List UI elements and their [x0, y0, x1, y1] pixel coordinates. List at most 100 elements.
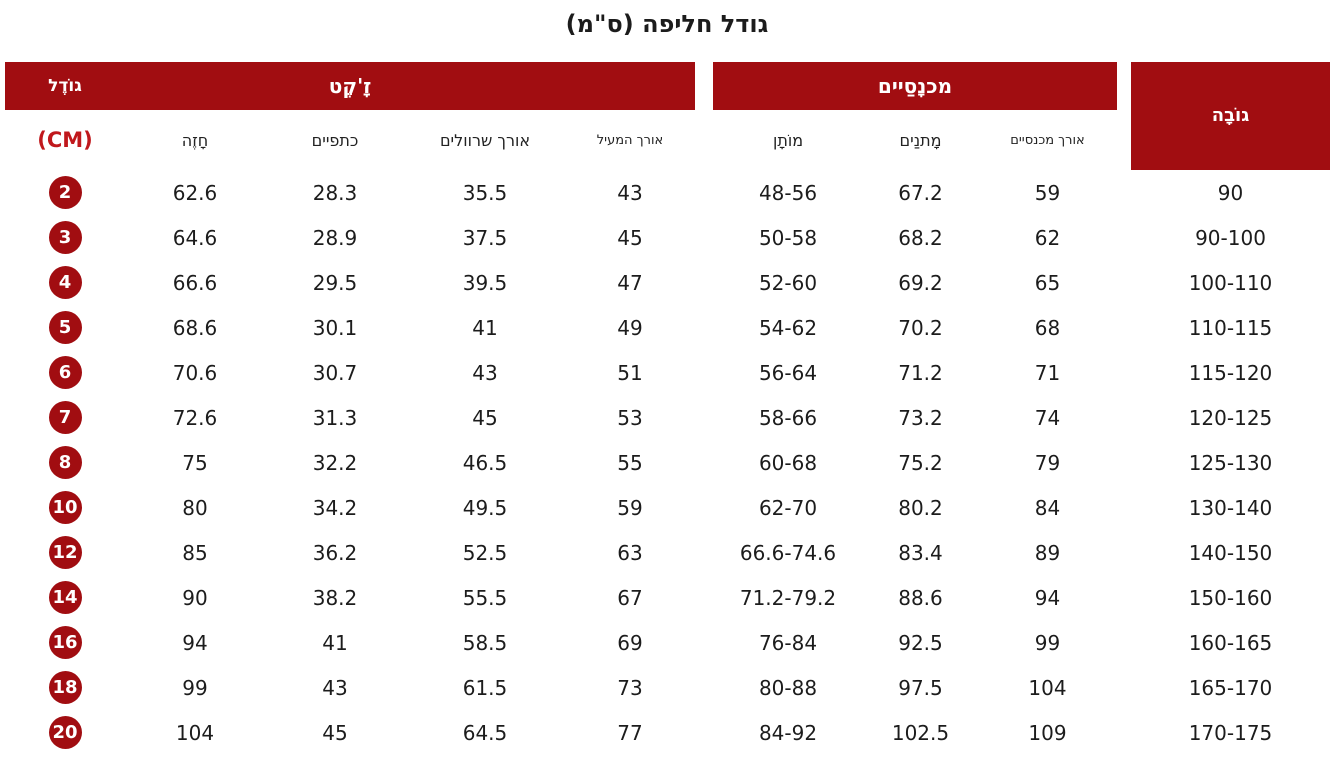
pants-group-label: מכנָסַיים: [877, 74, 953, 98]
shoulders-value: 29.5: [312, 270, 358, 295]
table-row: 120-125: [1131, 395, 1330, 440]
pants_length-value: 104: [1028, 675, 1067, 700]
table-row: 115-120: [1131, 350, 1330, 395]
size-cell: 10: [5, 485, 125, 530]
table-row: 5 68.6 30.1 41 49: [5, 305, 695, 350]
column-header-coat-length: אורך המעיל: [596, 132, 664, 148]
chest-value: 99: [182, 675, 208, 700]
coat_length-value: 59: [617, 495, 643, 520]
table-row: 80-88 97.5 104: [713, 665, 1117, 710]
shoulders-value: 36.2: [312, 540, 358, 565]
chest-value: 75: [182, 450, 208, 475]
shoulders-value: 43: [322, 675, 348, 700]
size-cell: 14: [5, 575, 125, 620]
height-group-label: גוֹבָה: [1211, 105, 1250, 126]
pants_length-value: 74: [1034, 405, 1061, 430]
size-badge: 4: [48, 266, 82, 299]
pants-column-headers: מוֹתָן מָתנַים אורך מכנסיים: [713, 110, 1117, 170]
hips-value: 73.2: [898, 405, 943, 430]
hips-value: 75.2: [898, 450, 943, 475]
sleeve_length-value: 58.5: [462, 630, 508, 655]
waist-value: 76-84: [758, 630, 818, 655]
jacket-column-headers: (CM) חָזֶה כתפיים אורך שרוולים אורך המעי…: [5, 110, 695, 170]
pants_length-value: 79: [1034, 450, 1061, 475]
table-row: 140-150: [1131, 530, 1330, 575]
height-value: 90: [1217, 180, 1244, 205]
size-cell: 3: [5, 215, 125, 260]
chest-value: 68.6: [172, 315, 218, 340]
size-cell: 4: [5, 260, 125, 305]
hips-value: 80.2: [898, 495, 943, 520]
table-row: 110-115: [1131, 305, 1330, 350]
chest-value: 90: [182, 585, 208, 610]
pants_length-value: 59: [1034, 180, 1061, 205]
hips-value: 92.5: [898, 630, 943, 655]
size-badge: 12: [48, 536, 82, 569]
table-row: 4 66.6 29.5 39.5 47: [5, 260, 695, 305]
pants_length-value: 71: [1034, 360, 1061, 385]
jacket-section: גוֹדֶל זָ'קֶט (CM) חָזֶה כתפיים אורך שרו…: [5, 62, 695, 755]
table-row: 10 80 34.2 49.5 59: [5, 485, 695, 530]
coat_length-value: 53: [617, 405, 643, 430]
table-row: 160-165: [1131, 620, 1330, 665]
height-value: 160-165: [1188, 630, 1273, 655]
sleeve_length-value: 39.5: [462, 270, 508, 295]
size-badge: 2: [48, 176, 82, 209]
size-badge: 5: [48, 311, 82, 344]
pants_length-value: 65: [1034, 270, 1061, 295]
table-row: 12 85 36.2 52.5 63: [5, 530, 695, 575]
size-cell: 12: [5, 530, 125, 575]
size-cell: 16: [5, 620, 125, 665]
pants_length-value: 99: [1034, 630, 1061, 655]
shoulders-value: 31.3: [312, 405, 358, 430]
pants-group-header: מכנָסַיים: [713, 62, 1117, 110]
table-row: 60-68 75.2 79: [713, 440, 1117, 485]
waist-value: 66.6-74.6: [739, 540, 837, 565]
shoulders-value: 34.2: [312, 495, 358, 520]
sleeve_length-value: 41: [472, 315, 498, 340]
coat_length-value: 77: [617, 720, 643, 745]
chest-value: 85: [182, 540, 208, 565]
height-value: 90-100: [1195, 225, 1266, 250]
coat_length-value: 45: [617, 225, 643, 250]
hips-value: 83.4: [898, 540, 943, 565]
sleeve_length-value: 64.5: [462, 720, 508, 745]
chest-value: 80: [182, 495, 208, 520]
height-group-header: גוֹבָה: [1131, 62, 1330, 170]
column-header-sleeve-length: אורך שרוולים: [439, 130, 531, 150]
chest-value: 94: [182, 630, 208, 655]
size-badge: 6: [48, 356, 82, 389]
coat_length-value: 69: [617, 630, 643, 655]
size-cell: 8: [5, 440, 125, 485]
height-value: 150-160: [1188, 585, 1273, 610]
jacket-group-header: גוֹדֶל זָ'קֶט: [5, 62, 695, 110]
sleeve_length-value: 52.5: [462, 540, 508, 565]
page-title: גודל חליפה (ס"מ): [565, 10, 769, 38]
cm-unit-label: (CM): [37, 128, 93, 152]
waist-value: 56-64: [758, 360, 818, 385]
coat_length-value: 55: [617, 450, 643, 475]
column-header-chest: חָזֶה: [181, 130, 209, 150]
table-row: 16 94 41 58.5 69: [5, 620, 695, 665]
size-cell: 5: [5, 305, 125, 350]
size-badge: 10: [48, 491, 82, 524]
pants_length-value: 62: [1034, 225, 1061, 250]
table-row: 62-70 80.2 84: [713, 485, 1117, 530]
height-value: 115-120: [1188, 360, 1273, 385]
table-row: 150-160: [1131, 575, 1330, 620]
waist-value: 50-58: [758, 225, 818, 250]
hips-value: 69.2: [898, 270, 943, 295]
table-row: 100-110: [1131, 260, 1330, 305]
size-group-label: גוֹדֶל: [48, 75, 82, 96]
height-section: גוֹבָה 90 90-100 100-110 110-115 115-120 120-…: [1131, 62, 1330, 755]
table-row: 66.6-74.6 83.4 89: [713, 530, 1117, 575]
pants_length-value: 109: [1028, 720, 1067, 745]
table-row: 170-175: [1131, 710, 1330, 755]
size-badge: 14: [48, 581, 82, 614]
height-value: 130-140: [1188, 495, 1273, 520]
shoulders-value: 32.2: [312, 450, 358, 475]
waist-value: 71.2-79.2: [739, 585, 837, 610]
coat_length-value: 47: [617, 270, 643, 295]
height-value: 120-125: [1188, 405, 1273, 430]
shoulders-value: 28.3: [312, 180, 358, 205]
